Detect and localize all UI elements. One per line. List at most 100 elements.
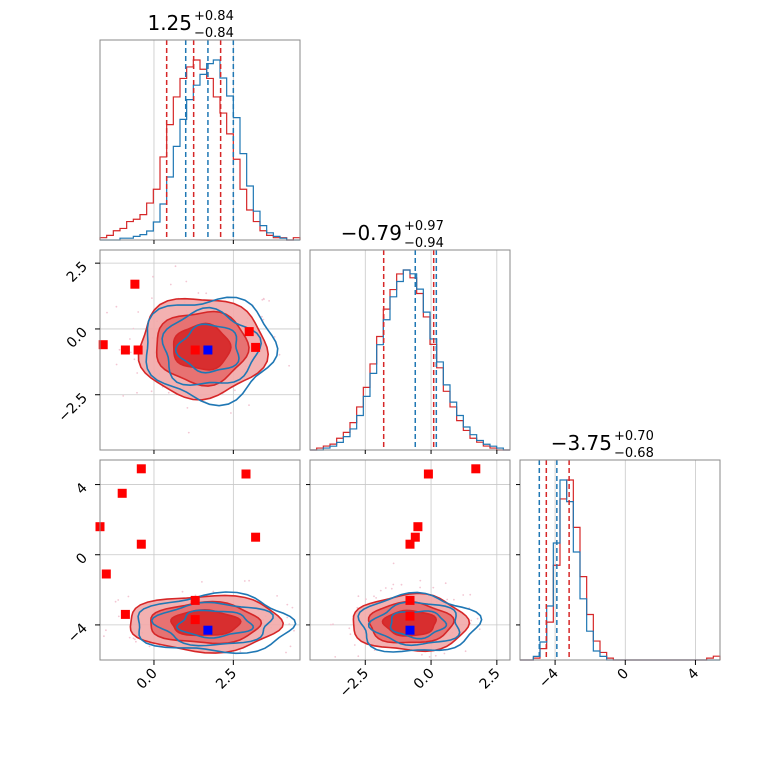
x-tick-label: 0.0 (134, 666, 161, 693)
sample-point (151, 297, 153, 299)
x-tick-label: −4 (536, 665, 562, 691)
marker-red (133, 345, 143, 355)
sample-point (356, 606, 359, 609)
sample-point (239, 650, 242, 653)
sample-point (205, 292, 208, 295)
sample-point (276, 595, 278, 597)
sample-point (129, 351, 132, 354)
x-tick-label: 0 (614, 666, 632, 684)
marker-red (130, 279, 140, 289)
sample-point (421, 653, 423, 656)
panel-title-plus: +0.97 (404, 219, 444, 234)
sample-point (105, 629, 107, 632)
marker-red (98, 340, 108, 350)
sample-point (262, 318, 265, 321)
sample-point (263, 298, 265, 301)
sample-point (332, 623, 334, 626)
diag-panel-p1: 1.25 +0.84 −0.84 (99, 9, 301, 241)
marker-blue (203, 345, 213, 355)
marker-red (423, 469, 433, 479)
contour-red (381, 609, 438, 637)
sample-point (133, 358, 136, 361)
sample-point (122, 395, 125, 397)
sample-point (470, 619, 473, 622)
panel-title-plus: +0.84 (194, 9, 234, 24)
sample-point (117, 615, 120, 618)
panel-frame (309, 249, 511, 451)
marker-blue (405, 625, 415, 635)
sample-point (286, 616, 289, 619)
contour-blue (161, 306, 263, 387)
panel-title-minus: −0.84 (194, 26, 234, 41)
sample-point (373, 595, 375, 598)
sample-point (384, 587, 387, 589)
sample-point (137, 311, 140, 313)
marker-red (405, 611, 415, 621)
sample-point (243, 580, 246, 582)
marker-red (101, 569, 111, 579)
sample-point (288, 623, 291, 625)
marker-red (136, 539, 146, 549)
sample-point (419, 586, 421, 589)
marker-red (136, 464, 146, 474)
marker-red (471, 464, 481, 474)
diag-panel-p3: −3.75 +0.70 −0.68 (519, 429, 721, 661)
panel-title-minus: −0.94 (404, 236, 444, 251)
histogram-red (310, 269, 510, 451)
sample-point (234, 389, 236, 392)
marker-red (120, 609, 130, 619)
panel-title-minus: −0.68 (614, 446, 654, 461)
sample-point (443, 652, 446, 655)
sample-point (278, 353, 281, 356)
sample-point (478, 628, 481, 631)
panel-frame (99, 459, 301, 661)
sample-point (114, 600, 117, 603)
sample-point (197, 292, 200, 294)
diag-panel-p2: −0.79 +0.97 −0.94 (309, 219, 511, 451)
sample-point (212, 590, 215, 593)
sample-point (148, 645, 151, 648)
sample-point (115, 363, 118, 366)
marker-red (190, 615, 200, 625)
sample-point (375, 597, 377, 599)
sample-point (285, 651, 287, 654)
sample-point (167, 391, 170, 394)
marker-red (244, 327, 254, 337)
histogram-red (520, 479, 721, 661)
contour-blue (389, 610, 448, 640)
sample-point (434, 654, 437, 657)
sample-point (132, 327, 135, 330)
panel-title-value: −0.79 (341, 221, 402, 245)
x-tick-label: 4 (685, 665, 703, 683)
sample-point (288, 364, 290, 367)
marker-red (120, 345, 130, 355)
sample-point (379, 589, 382, 592)
sample-point (248, 404, 250, 406)
sample-point (268, 300, 270, 302)
sample-point (201, 581, 203, 583)
sample-point (353, 644, 356, 646)
sample-point (444, 582, 447, 585)
sample-point (348, 627, 351, 630)
marker-red (251, 342, 261, 352)
sample-point (135, 640, 137, 643)
sample-point (117, 599, 120, 601)
sample-point (127, 595, 130, 598)
marker-red (241, 469, 251, 479)
sample-point (181, 590, 184, 593)
sample-point (390, 587, 393, 590)
sample-point (293, 629, 295, 632)
marker-red (405, 539, 415, 549)
sample-point (103, 635, 105, 638)
sample-point (106, 311, 108, 314)
sample-point (476, 617, 479, 620)
histogram-blue (520, 479, 720, 661)
sample-point (462, 594, 465, 596)
panel-frame (99, 39, 301, 241)
scatter-panel-p1-p2 (98, 249, 301, 451)
sample-point (248, 579, 251, 582)
sample-point (334, 656, 337, 658)
sample-point (174, 265, 177, 268)
